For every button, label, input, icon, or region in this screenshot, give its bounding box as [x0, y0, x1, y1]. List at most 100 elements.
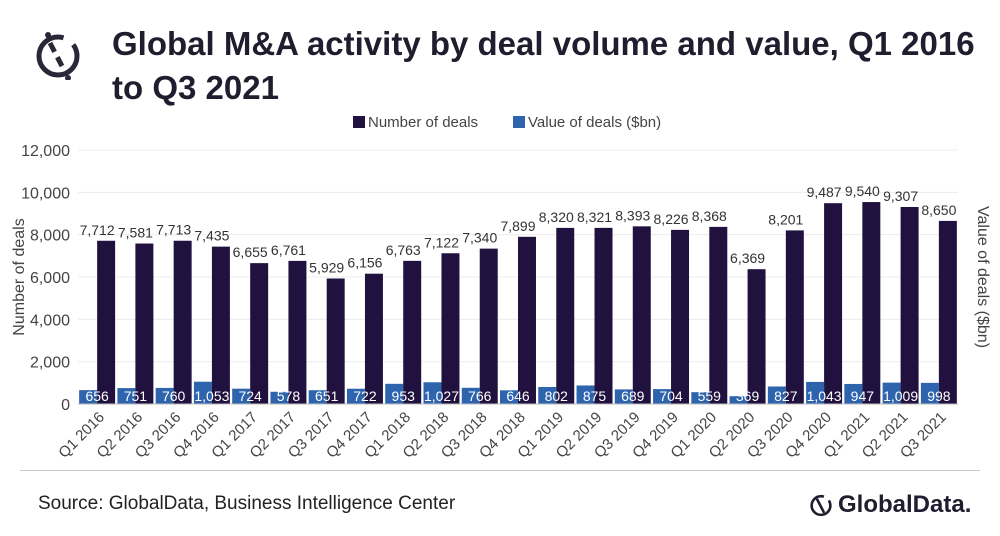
data-label-value: 559: [698, 388, 722, 404]
bar-deals: [671, 229, 690, 404]
data-label-deals: 6,369: [730, 250, 765, 266]
data-label-deals: 7,340: [462, 230, 497, 246]
bar-deals: [211, 246, 230, 404]
data-label-value: 802: [545, 388, 569, 404]
data-label-deals: 8,320: [539, 209, 574, 225]
data-label-deals: 9,487: [807, 184, 842, 200]
bar-deals: [632, 226, 651, 404]
bar-value: [385, 383, 404, 404]
bar-value: [767, 386, 786, 404]
data-label-deals: 6,655: [233, 244, 268, 260]
data-label-value: 724: [238, 388, 262, 404]
data-label-value: 578: [277, 388, 301, 404]
data-label-value: 1,027: [424, 388, 459, 404]
bar-value: [614, 389, 633, 404]
bar-value: [193, 381, 212, 404]
bar-deals: [594, 227, 613, 404]
y-tick-label: 12,000: [21, 143, 70, 160]
bar-deals: [824, 203, 843, 404]
bar-value: [920, 382, 939, 404]
data-label-deals: 7,712: [80, 222, 115, 238]
bar-value: [538, 387, 557, 404]
data-label-deals: 7,899: [500, 218, 535, 234]
globaldata-icon: [810, 494, 832, 517]
data-label-deals: 6,156: [347, 255, 382, 271]
bar-deals: [97, 240, 116, 404]
bar-deals: [556, 227, 575, 404]
bar-value: [79, 390, 98, 404]
y2-axis-label: Value of deals ($bn): [974, 206, 991, 348]
y-tick-label: 10,000: [21, 185, 70, 202]
globaldata-logo-icon: [34, 30, 82, 85]
data-label-value: 704: [659, 388, 683, 404]
bar-deals: [403, 260, 422, 404]
bar-value: [729, 396, 748, 404]
data-label-value: 875: [583, 388, 607, 404]
data-label-value: 766: [468, 388, 492, 404]
data-label-deals: 7,435: [194, 228, 229, 244]
data-label-value: 646: [506, 388, 530, 404]
data-label-deals: 6,761: [271, 242, 306, 258]
bar-value: [500, 390, 518, 404]
y-tick-label: 8,000: [30, 228, 70, 245]
bar-value: [270, 391, 289, 404]
data-label-deals: 7,122: [424, 234, 459, 250]
bar-deals: [518, 236, 536, 404]
bar-value: [346, 388, 365, 404]
bar-deals: [900, 207, 919, 404]
legend-swatch: [353, 116, 365, 128]
bar-deals: [364, 273, 383, 404]
data-label-deals: 8,393: [615, 207, 650, 223]
legend-label: Number of deals: [368, 114, 478, 131]
bar-deals: [862, 202, 881, 404]
data-label-value: 656: [85, 388, 109, 404]
bar-value: [423, 382, 442, 404]
divider: [20, 470, 980, 471]
data-label-deals: 7,581: [118, 225, 153, 241]
data-label-value: 760: [162, 388, 186, 404]
legend-swatch: [513, 116, 525, 128]
data-label-deals: 8,201: [768, 211, 803, 227]
bar-value: [844, 383, 863, 404]
data-label-deals: 6,763: [386, 242, 421, 258]
data-label-deals: 8,226: [654, 211, 689, 227]
data-label-deals: 9,307: [883, 188, 918, 204]
y-tick-label: 4,000: [30, 312, 70, 329]
data-label-deals: 8,368: [692, 208, 727, 224]
bar-deals: [250, 263, 269, 404]
brand-name: GlobalData.: [838, 491, 972, 518]
data-label-deals: 8,321: [577, 209, 612, 225]
data-label-value: 827: [774, 388, 798, 404]
bar-value: [461, 387, 480, 404]
bar-value: [308, 390, 327, 404]
bar-value: [117, 388, 136, 404]
bar-deals: [173, 240, 192, 404]
data-label-value: 1,053: [194, 388, 229, 404]
y-tick-label: 6,000: [30, 270, 70, 287]
bar-value: [806, 381, 825, 404]
bar-deals: [479, 248, 498, 404]
bar-deals: [747, 269, 766, 404]
bar-deals: [441, 253, 460, 404]
bar-deals: [135, 243, 154, 404]
y-tick-label: 2,000: [30, 355, 70, 372]
data-label-value: 369: [736, 388, 760, 404]
bar-deals: [288, 260, 307, 404]
bar-value: [691, 392, 710, 404]
y-tick-label: 0: [61, 397, 70, 414]
bar-deals: [326, 278, 345, 404]
bar-value: [576, 385, 595, 404]
bar-value: [653, 389, 672, 404]
bar-value: [882, 382, 901, 404]
data-label-deals: 9,540: [845, 183, 880, 199]
legend-label: Value of deals ($bn): [528, 114, 661, 131]
data-label-deals: 5,929: [309, 260, 344, 276]
data-label-value: 651: [315, 388, 339, 404]
data-label-value: 1,043: [807, 388, 842, 404]
brand-logo: GlobalData.: [808, 491, 971, 519]
bar-chart: 0 2,000 4,000 6,000 8,000 10,000 12,000 Number …: [11, 114, 991, 462]
bar-deals: [709, 226, 728, 404]
y-axis-label: Number of deals: [11, 218, 28, 335]
source-note: Source: GlobalData, Business Intelligenc…: [38, 493, 456, 514]
data-label-value: 751: [124, 388, 148, 404]
